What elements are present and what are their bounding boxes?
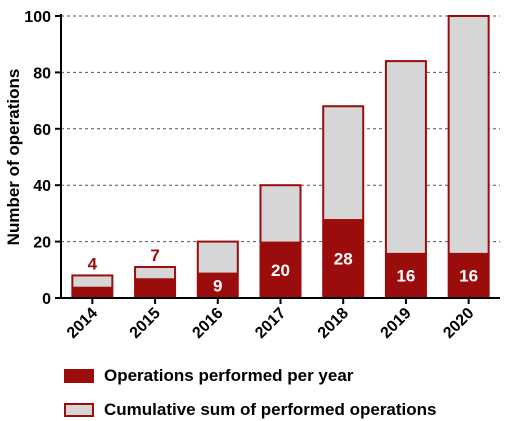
x-tick-label: 2020 <box>440 305 477 342</box>
bar-per-year <box>323 219 364 298</box>
x-tick-label: 2014 <box>64 305 101 342</box>
x-tick-label: 2015 <box>127 305 164 342</box>
data-label: 28 <box>334 250 353 269</box>
bar-per-year <box>448 252 489 298</box>
bar-per-year <box>72 286 113 298</box>
legend-swatch-per-year <box>64 369 94 383</box>
x-tick-label: 2017 <box>252 305 289 342</box>
data-label: 9 <box>213 276 222 295</box>
data-labels: 4 7 9 20 28 16 16 <box>88 246 478 295</box>
data-label: 16 <box>396 266 415 285</box>
data-label: 16 <box>459 266 478 285</box>
y-tick-label: 80 <box>33 65 51 82</box>
bar-per-year <box>135 278 176 298</box>
y-tick-label: 40 <box>33 178 51 195</box>
bar-per-year <box>197 272 238 298</box>
legend-item-per-year: Operations performed per year <box>64 366 353 386</box>
x-tick-label: 2016 <box>189 305 226 342</box>
x-tick-label: 2019 <box>378 305 415 342</box>
bar-per-year <box>260 241 301 298</box>
x-tick-label: 2018 <box>315 305 352 342</box>
y-tick-label: 20 <box>33 235 51 252</box>
bar-per-year <box>385 252 426 298</box>
data-label: 4 <box>88 254 98 273</box>
y-tick-label: 0 <box>42 291 51 308</box>
y-axis-label: Number of operations <box>4 69 23 246</box>
data-label: 7 <box>150 246 159 265</box>
gridlines <box>61 15 500 243</box>
legend-label-per-year: Operations performed per year <box>104 366 354 385</box>
bar-cumulative <box>447 15 490 299</box>
y-tick-label: 100 <box>24 9 51 26</box>
y-tick-label: 60 <box>33 122 51 139</box>
bars <box>71 15 490 300</box>
legend-swatch-cumulative <box>64 403 94 417</box>
data-label: 20 <box>271 261 290 280</box>
legend-label-cumulative: Cumulative sum of performed operations <box>104 400 437 419</box>
bar-chart: 4 7 9 20 28 16 16 0 20 40 60 80 100 2014 2015 2016 2017… <box>4 9 500 342</box>
legend-item-cumulative: Cumulative sum of performed operations <box>64 400 437 420</box>
